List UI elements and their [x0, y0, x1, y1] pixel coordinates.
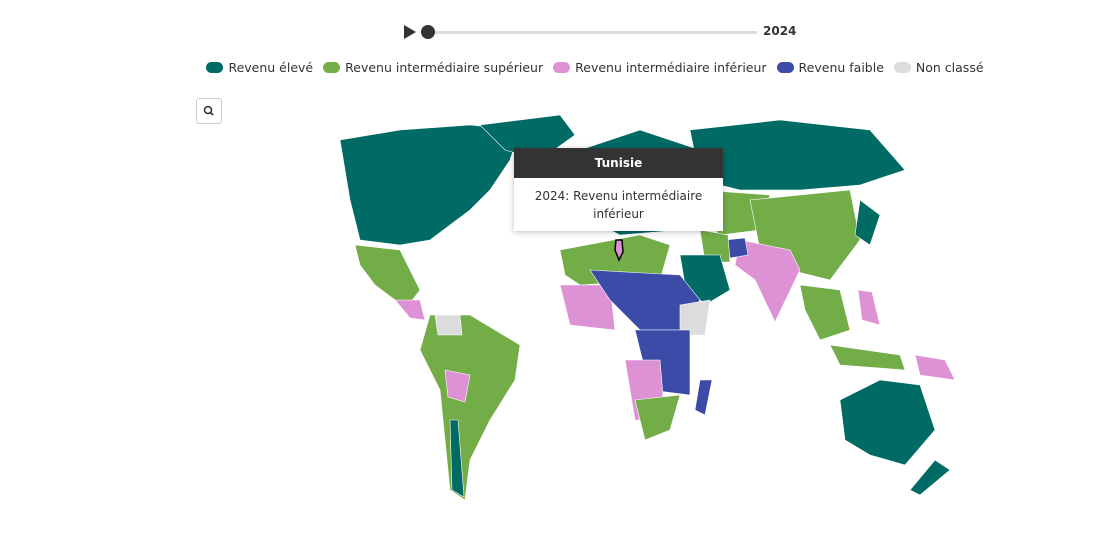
west-africa[interactable]: [559, 284, 616, 331]
legend: Revenu élevé Revenu intermédiaire supérie…: [0, 60, 1100, 75]
papua-new-guinea[interactable]: [914, 354, 956, 381]
legend-label: Revenu élevé: [228, 60, 314, 75]
tooltip-text: 2024: Revenu intermédiaire inférieur: [534, 189, 703, 221]
mexico[interactable]: [354, 244, 421, 304]
legend-label: Revenu intermédiaire inférieur: [575, 60, 767, 75]
legend-item[interactable]: Revenu intermédiaire inférieur: [553, 60, 767, 75]
iran[interactable]: [699, 229, 731, 263]
tooltip-title: Tunisie: [514, 148, 723, 178]
zoom-icon: [203, 105, 214, 116]
chile[interactable]: [449, 419, 465, 498]
legend-label: Revenu faible: [798, 60, 884, 75]
indonesia[interactable]: [829, 344, 906, 371]
south-america[interactable]: [419, 314, 521, 501]
australia[interactable]: [839, 379, 936, 466]
year-slider[interactable]: 2024: [404, 20, 804, 44]
legend-swatch: [553, 62, 571, 73]
southeast-asia[interactable]: [799, 284, 851, 341]
slider-track[interactable]: [426, 31, 757, 34]
legend-swatch: [776, 62, 794, 73]
legend-label: Non classé: [915, 60, 984, 75]
madagascar[interactable]: [694, 379, 713, 416]
slider-year: 2024: [763, 24, 797, 38]
legend-label: Revenu intermédiaire supérieur: [345, 60, 544, 75]
zoom-button[interactable]: [196, 98, 222, 124]
south-africa[interactable]: [634, 394, 681, 441]
new-zealand[interactable]: [909, 459, 951, 496]
japan[interactable]: [854, 199, 881, 246]
legend-item[interactable]: Revenu élevé: [206, 60, 313, 75]
legend-swatch: [893, 62, 911, 73]
ethiopia[interactable]: [679, 299, 711, 336]
bolivia[interactable]: [444, 369, 471, 403]
north-america[interactable]: [339, 124, 521, 246]
legend-swatch: [206, 62, 224, 73]
slider-knob[interactable]: [421, 25, 435, 39]
tunisia[interactable]: [614, 239, 624, 262]
tooltip: Tunisie 2024: Revenu intermédiaire infér…: [514, 148, 723, 231]
countries: [339, 114, 956, 501]
play-button[interactable]: [404, 25, 416, 39]
legend-swatch: [323, 62, 341, 73]
legend-item[interactable]: Non classé: [893, 60, 984, 75]
legend-item[interactable]: Revenu faible: [776, 60, 884, 75]
central-america[interactable]: [394, 299, 426, 321]
venezuela[interactable]: [434, 314, 463, 336]
india[interactable]: [734, 239, 801, 323]
legend-item[interactable]: Revenu intermédiaire supérieur: [323, 60, 543, 75]
philippines[interactable]: [857, 289, 881, 326]
